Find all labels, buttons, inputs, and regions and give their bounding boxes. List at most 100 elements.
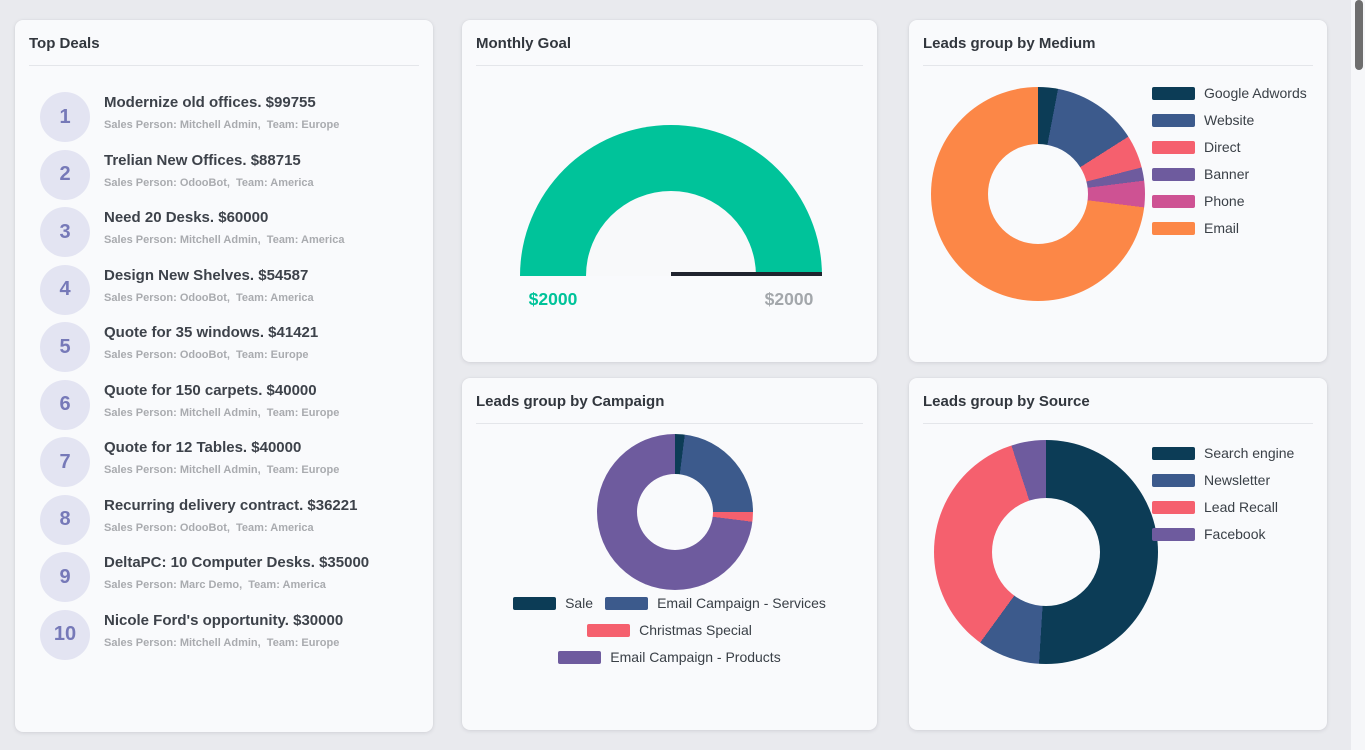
- legend-item[interactable]: Christmas Special: [587, 622, 752, 638]
- legend-label: Search engine: [1204, 445, 1295, 461]
- deal-rank-badge: 4: [40, 264, 90, 315]
- legend-swatch: [558, 650, 602, 664]
- deal-subtitle: Sales Person: Mitchell Admin, Team: Euro…: [104, 636, 340, 649]
- gauge-max-label: $2000: [764, 289, 814, 309]
- medium-donut-chart[interactable]: [931, 87, 1145, 301]
- scrollbar-track[interactable]: [1351, 0, 1365, 750]
- top-deals-title: Top Deals: [29, 35, 100, 52]
- legend-swatch: [1152, 140, 1195, 154]
- legend-item[interactable]: Email Campaign - Services: [605, 595, 826, 611]
- legend-item[interactable]: Facebook: [1152, 526, 1294, 542]
- deal-rank-badge: 9: [40, 552, 90, 602]
- deal-row[interactable]: 8 Recurring delivery contract. $36221 Sale…: [40, 494, 423, 545]
- deal-subtitle: Sales Person: Mitchell Admin, Team: Amer…: [104, 234, 345, 246]
- legend-item[interactable]: Lead Recall: [1152, 499, 1294, 515]
- legend-swatch: [513, 596, 557, 610]
- source-legend: Search engine Newsletter Lead Recall Facebo…: [1152, 445, 1294, 553]
- campaign-donut-chart[interactable]: [597, 434, 753, 590]
- deal-row[interactable]: 6 Quote for 150 carpets. $40000 Sales Pers…: [40, 379, 423, 430]
- legend-label: Google Adwords: [1204, 85, 1307, 101]
- deal-subtitle: Sales Person: Mitchell Admin, Team: Euro…: [104, 119, 340, 131]
- legend-swatch: [1152, 86, 1195, 100]
- deal-rank-badge: 1: [40, 92, 90, 142]
- deal-rank-badge: 6: [40, 379, 90, 430]
- legend-item[interactable]: Newsletter: [1152, 472, 1294, 488]
- deal-subtitle: Sales Person: Marc Demo, Team: America: [104, 579, 326, 591]
- deal-rank-badge: 7: [40, 437, 90, 487]
- title-divider: [923, 423, 1313, 424]
- deal-rank-badge: 8: [40, 494, 90, 545]
- deal-title: Need 20 Desks. $60000: [104, 209, 269, 226]
- legend-item[interactable]: Search engine: [1152, 445, 1294, 461]
- legend-label: Christmas Special: [639, 622, 752, 638]
- legend-label: Facebook: [1204, 526, 1266, 542]
- legend-row: Sale Email Campaign - Services: [513, 595, 826, 622]
- legend-label: Banner: [1204, 166, 1250, 182]
- legend-swatch: [1152, 473, 1195, 487]
- monthly-goal-card: Monthly Goal $2000 $2000: [462, 20, 877, 362]
- legend-item[interactable]: Phone: [1152, 193, 1307, 209]
- deal-title: Design New Shelves. $54587: [104, 266, 309, 284]
- leads-by-campaign-title: Leads group by Campaign: [476, 393, 665, 410]
- leads-by-medium-card: Leads group by Medium Google Adwords Webs…: [909, 20, 1327, 362]
- deal-row[interactable]: 10 Nicole Ford's opportunity. $30000 Sales…: [40, 609, 423, 660]
- deal-subtitle: Sales Person: Mitchell Admin, Team: Euro…: [104, 406, 340, 419]
- title-divider: [923, 65, 1313, 66]
- deal-subtitle: Sales Person: OdooBot, Team: America: [104, 176, 314, 189]
- deal-subtitle: Sales Person: Mitchell Admin, Team: Euro…: [104, 464, 340, 476]
- monthly-goal-gauge[interactable]: $2000 $2000: [520, 125, 822, 309]
- legend-item[interactable]: Email: [1152, 220, 1307, 236]
- legend-item[interactable]: Google Adwords: [1152, 85, 1307, 101]
- legend-label: Direct: [1204, 139, 1241, 155]
- scrollbar-thumb[interactable]: [1355, 0, 1363, 70]
- title-divider: [29, 65, 419, 66]
- leads-by-source-title: Leads group by Source: [923, 393, 1090, 410]
- deal-title: Quote for 150 carpets. $40000: [104, 381, 317, 399]
- donut-hole: [637, 474, 713, 550]
- legend-label: Newsletter: [1204, 472, 1271, 488]
- deal-row[interactable]: 7 Quote for 12 Tables. $40000 Sales Person…: [40, 437, 423, 487]
- legend-swatch: [587, 623, 631, 637]
- deal-rank-badge: 3: [40, 207, 90, 257]
- deal-title: Quote for 35 windows. $41421: [104, 324, 319, 341]
- legend-swatch: [1152, 500, 1195, 514]
- deal-row[interactable]: 2 Trelian New Offices. $88715 Sales Person…: [40, 149, 423, 200]
- legend-row: Email Campaign - Products: [558, 649, 781, 676]
- deal-row[interactable]: 9 DeltaPC: 10 Computer Desks. $35000 Sales…: [40, 552, 423, 602]
- deal-title: Recurring delivery contract. $36221: [104, 496, 358, 514]
- top-deals-list: 1 Modernize old offices. $99755 Sales Pers…: [40, 92, 423, 660]
- medium-legend: Google Adwords Website Direct Banner Phone Em…: [1152, 85, 1307, 247]
- legend-item[interactable]: Website: [1152, 112, 1307, 128]
- legend-swatch: [1152, 221, 1195, 235]
- legend-row: Christmas Special: [587, 622, 752, 649]
- leads-by-source-card: Leads group by Source Search engine Newsl…: [909, 378, 1327, 730]
- legend-swatch: [605, 596, 649, 610]
- legend-swatch: [1152, 446, 1195, 460]
- gauge-target-line: [671, 272, 822, 276]
- legend-item[interactable]: Banner: [1152, 166, 1307, 182]
- legend-item[interactable]: Direct: [1152, 139, 1307, 155]
- legend-item[interactable]: Email Campaign - Products: [558, 649, 781, 665]
- donut-hole: [992, 498, 1100, 606]
- deal-row[interactable]: 3 Need 20 Desks. $60000 Sales Person: Mitc…: [40, 207, 423, 257]
- title-divider: [476, 65, 863, 66]
- legend-label: Website: [1204, 112, 1255, 128]
- deal-row[interactable]: 5 Quote for 35 windows. $41421 Sales Perso…: [40, 322, 423, 372]
- gauge-arc: [520, 125, 822, 276]
- gauge-value-label: $2000: [528, 289, 578, 309]
- deal-title: Modernize old offices. $99755: [104, 94, 316, 111]
- deal-row[interactable]: 4 Design New Shelves. $54587 Sales Person:…: [40, 264, 423, 315]
- deal-subtitle: Sales Person: OdooBot, Team: America: [104, 291, 314, 304]
- deal-subtitle: Sales Person: OdooBot, Team: America: [104, 521, 314, 534]
- source-donut-chart[interactable]: [934, 440, 1158, 664]
- top-deals-card: Top Deals 1 Modernize old offices. $99755…: [15, 20, 433, 732]
- legend-label: Sale: [565, 595, 594, 611]
- legend-label: Email: [1204, 220, 1240, 236]
- legend-item[interactable]: Sale: [513, 595, 593, 611]
- deal-title: Quote for 12 Tables. $40000: [104, 439, 302, 456]
- deal-title: Nicole Ford's opportunity. $30000: [104, 611, 344, 629]
- deal-subtitle: Sales Person: OdooBot, Team: Europe: [104, 349, 309, 361]
- leads-by-campaign-card: Leads group by Campaign Sale Email Campai…: [462, 378, 877, 730]
- deal-row[interactable]: 1 Modernize old offices. $99755 Sales Pers…: [40, 92, 423, 142]
- deal-title: DeltaPC: 10 Computer Desks. $35000: [104, 554, 370, 571]
